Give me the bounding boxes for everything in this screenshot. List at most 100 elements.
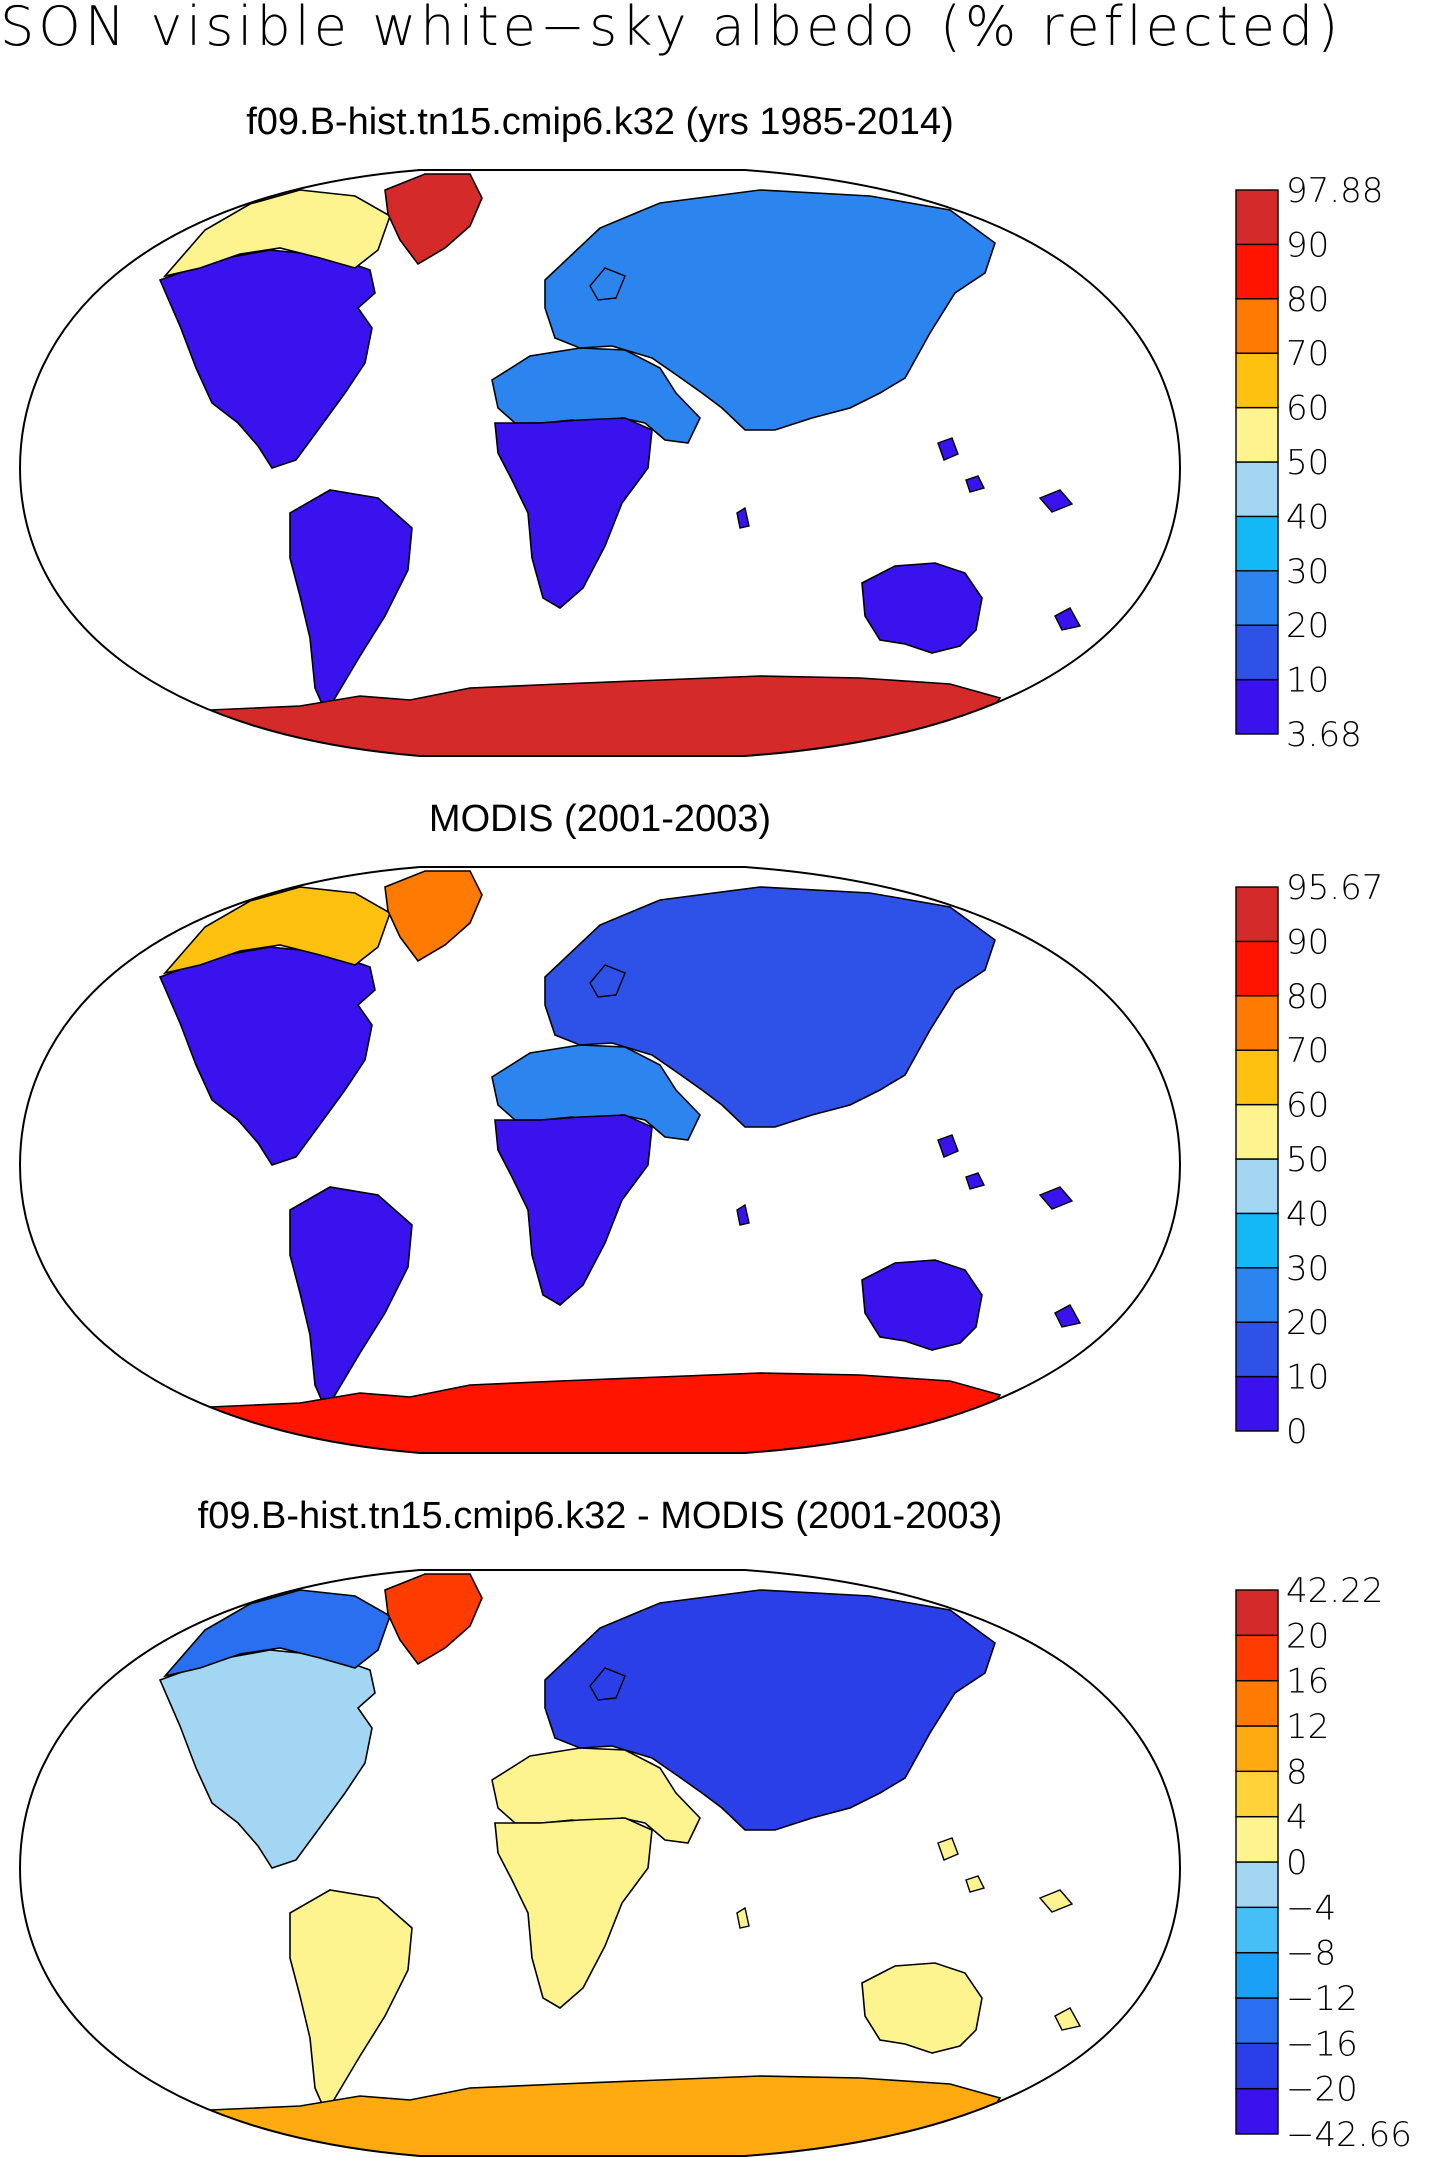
colorbar-tick-label: −42.66: [1286, 2115, 1412, 2155]
colorbar-swatch: [1235, 1589, 1279, 1637]
colorbar-tick-label: 95.67: [1286, 868, 1383, 908]
land-tropics: [289, 489, 413, 715]
island-0: [937, 1837, 959, 1861]
land-tropics2: [494, 417, 653, 609]
colorbar-tick-label: 40: [1286, 1194, 1329, 1234]
land-polar: [208, 675, 1002, 756]
island-5: [736, 1906, 750, 1929]
colorbar-tick-label: 90: [1286, 225, 1329, 265]
land-tropics2: [494, 1114, 653, 1306]
colorbar-tick-label: 70: [1286, 1031, 1329, 1071]
colorbar-swatch: [1235, 352, 1279, 409]
land-oceania: [861, 1259, 983, 1351]
land-tropics: [289, 1186, 413, 1412]
colorbar-tick-label: 4: [1286, 1798, 1308, 1838]
colorbar-tick-label: 80: [1286, 977, 1329, 1017]
island-4: [589, 964, 626, 998]
colorbar-tick-label: 16: [1286, 1662, 1329, 1702]
colorbar-swatch: [1235, 886, 1279, 943]
island-3: [1054, 2007, 1082, 2031]
land-polar: [208, 2075, 1002, 2156]
island-2: [1038, 489, 1074, 513]
map-modis: [18, 866, 1182, 1454]
colorbar-tick-label: 20: [1286, 606, 1329, 646]
colorbar-swatch: [1235, 570, 1279, 626]
colorbar-swatch: [1235, 1770, 1279, 1818]
colorbar-swatch: [1235, 1951, 1279, 1999]
land-boreal: [544, 189, 996, 431]
colorbar-tick-label: 3.68: [1286, 715, 1362, 755]
colorbar-tick-label: 20: [1286, 1303, 1329, 1343]
island-3: [1054, 1304, 1082, 1328]
colorbar-swatch: [1235, 189, 1279, 246]
land-oceania: [861, 562, 983, 654]
land-tropics: [289, 1889, 413, 2115]
colorbar-tick-label: 40: [1286, 497, 1329, 537]
panel-title-model: f09.B-hist.tn15.cmip6.k32 (yrs 1985-2014…: [246, 101, 954, 143]
island-2: [1038, 1186, 1074, 1210]
colorbar-tick-label: 30: [1286, 552, 1329, 592]
colorbar-tick-label: 60: [1286, 1086, 1329, 1126]
colorbar-model: 3.68 10 20 30 40 50 60 70 80 90 97.88: [1235, 171, 1383, 755]
land-boreal: [544, 886, 996, 1128]
map-model: [18, 169, 1182, 757]
colorbar-tick-label: 80: [1286, 280, 1329, 320]
land-arctic: [162, 886, 391, 975]
land-greenland: [384, 173, 483, 266]
colorbar-tick-label: 0: [1286, 1412, 1308, 1452]
colorbar-tick-label: −16: [1286, 2024, 1358, 2064]
colorbar-swatch: [1235, 1375, 1279, 1432]
colorbar-swatch: [1235, 1997, 1279, 2045]
colorbar-swatch: [1235, 243, 1279, 300]
colorbar-swatch: [1235, 1158, 1279, 1215]
colorbar-tick-label: −20: [1286, 2070, 1358, 2110]
island-1: [965, 475, 986, 493]
colorbar-tick-label: 10: [1286, 1358, 1329, 1398]
colorbar-tick-label: −4: [1286, 1888, 1336, 1928]
land-greenland: [384, 1573, 483, 1666]
colorbar-tick-label: 12: [1286, 1707, 1329, 1747]
colorbar-swatch: [1235, 995, 1279, 1051]
colorbar-tick-label: 90: [1286, 922, 1329, 962]
colorbar-swatch: [1235, 298, 1279, 354]
island-0: [937, 437, 959, 461]
colorbar-swatch: [1235, 1861, 1279, 1909]
island-0: [937, 1134, 959, 1158]
land-boreal: [544, 1589, 996, 1831]
map-difference: [18, 1569, 1182, 2157]
colorbar-swatch: [1235, 1906, 1279, 1954]
land-oceania: [861, 1962, 983, 2054]
panel-title-difference: f09.B-hist.tn15.cmip6.k32 - MODIS (2001-…: [197, 1495, 1003, 1537]
colorbar-tick-label: 50: [1286, 1140, 1329, 1180]
colorbar-swatch: [1235, 2087, 1279, 2135]
colorbar-tick-label: 60: [1286, 389, 1329, 429]
land-tropics2: [494, 1817, 653, 2009]
island-3: [1054, 607, 1082, 631]
colorbar-swatch: [1235, 940, 1279, 997]
figure-title: SON visible white−sky albedo (% reflecte…: [0, 0, 1343, 58]
colorbar-swatch: [1235, 2042, 1279, 2090]
colorbar-swatch: [1235, 1321, 1279, 1378]
colorbar-tick-label: 97.88: [1286, 171, 1383, 211]
colorbar-swatch: [1235, 1634, 1279, 1682]
colorbar-swatch: [1235, 461, 1279, 518]
island-1: [965, 1875, 986, 1893]
colorbar-swatch: [1235, 1212, 1279, 1269]
map-border: [18, 866, 1182, 1454]
island-4: [589, 1667, 626, 1701]
island-4: [589, 267, 626, 301]
panel-title-modis: MODIS (2001-2003): [428, 798, 772, 840]
colorbar-tick-label: −12: [1286, 1979, 1358, 2019]
land-arctic: [162, 1589, 391, 1678]
colorbar-tick-label: 70: [1286, 334, 1329, 374]
map-border: [18, 169, 1182, 757]
colorbar-swatch: [1235, 1679, 1279, 1727]
colorbar-tick-label: 10: [1286, 661, 1329, 701]
colorbar-tick-label: 42.22: [1286, 1571, 1383, 1611]
colorbar-tick-label: 50: [1286, 443, 1329, 483]
colorbar-swatch: [1235, 1103, 1279, 1160]
land-greenland: [384, 870, 483, 963]
colorbar-difference: −42.66 −20 −16 −12 −8 −4 0 4 8 12 16 20 42.22: [1235, 1571, 1412, 2155]
island-5: [736, 1203, 750, 1226]
island-2: [1038, 1889, 1074, 1913]
